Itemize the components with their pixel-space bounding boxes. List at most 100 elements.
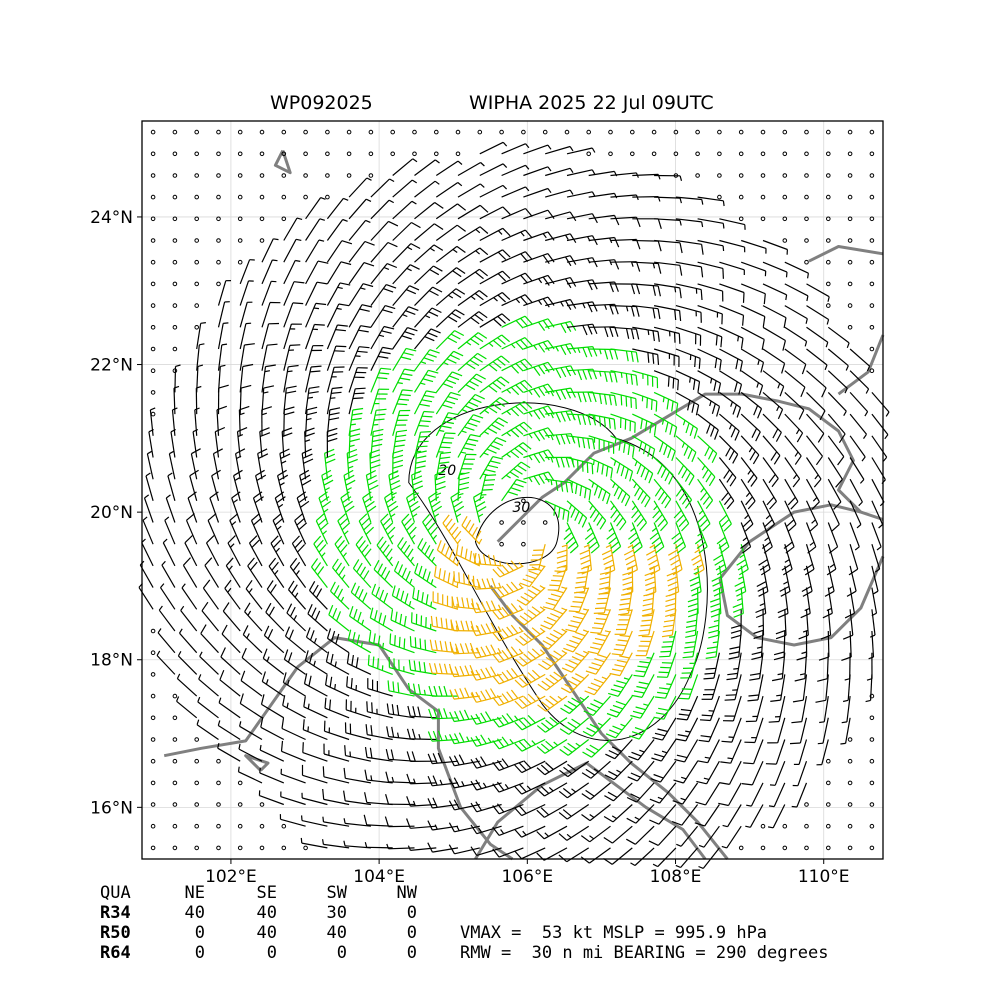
lat-tick-label: 16°N <box>90 798 133 818</box>
calm-circle <box>782 194 788 200</box>
wind-barb <box>406 773 437 785</box>
barb-flag <box>496 630 505 640</box>
wind-barb <box>370 263 398 285</box>
barb-half-flag <box>307 726 309 732</box>
barb-shaft <box>326 219 344 241</box>
barb-shaft <box>849 457 865 480</box>
barb-flag <box>287 652 293 663</box>
barb-flag <box>605 569 615 576</box>
barb-flag <box>279 448 290 454</box>
calm-circle <box>150 346 156 352</box>
barb-shaft <box>612 825 633 844</box>
barb-flag <box>785 546 795 554</box>
calm-circle <box>237 845 243 851</box>
wind-barb <box>492 847 524 858</box>
barb-half-flag <box>625 306 629 312</box>
barb-shaft <box>631 544 638 570</box>
barb-flag <box>443 570 446 581</box>
wind-barb <box>457 332 488 350</box>
barb-shaft <box>762 609 765 636</box>
barb-flag <box>609 326 614 337</box>
barb-half-flag <box>745 492 751 497</box>
wind-barb <box>164 516 176 545</box>
barb-half-flag <box>272 259 278 262</box>
barb-half-flag <box>608 527 614 532</box>
barb-flag <box>358 329 369 333</box>
barb-half-flag <box>791 805 797 808</box>
barb-flag <box>728 450 735 461</box>
wind-barb <box>492 646 524 663</box>
barb-flag <box>473 335 484 343</box>
barb-shaft <box>572 630 590 653</box>
barb-shaft <box>675 261 702 268</box>
barb-flag <box>406 548 414 558</box>
calm-circle <box>869 715 875 721</box>
wind-barb <box>805 478 820 510</box>
wind-barb <box>326 427 338 458</box>
barb-half-flag <box>591 147 596 153</box>
wind-barb <box>871 413 889 440</box>
barb-flag <box>690 586 701 592</box>
barb-shaft <box>325 684 350 697</box>
wind-barb <box>261 406 272 436</box>
barb-half-flag <box>566 833 572 839</box>
wind-barb <box>718 782 742 807</box>
barb-half-flag <box>246 633 250 639</box>
barb-flag <box>614 326 619 337</box>
barb-shaft <box>311 566 328 588</box>
table-cell: 0 <box>406 923 417 943</box>
calm-circle <box>150 780 156 786</box>
wind-barb <box>324 448 336 480</box>
barb-shaft <box>389 643 415 654</box>
calm-circle <box>150 216 156 222</box>
barb-half-flag <box>430 579 434 585</box>
barb-half-flag <box>758 624 764 628</box>
barb-flag <box>775 634 787 640</box>
barb-flag <box>524 272 533 282</box>
barb-half-flag <box>408 600 412 607</box>
barb-half-flag <box>561 544 568 548</box>
barb-shaft <box>435 309 456 328</box>
wind-barb <box>653 391 679 414</box>
coastline <box>496 392 884 543</box>
barb-half-flag <box>647 329 650 336</box>
wind-barb <box>721 717 742 743</box>
barb-flag <box>587 686 598 692</box>
barb-shaft <box>632 413 657 426</box>
barb-half-flag <box>504 784 509 789</box>
lat-tick-label: 22°N <box>90 356 133 376</box>
barb-half-flag <box>539 585 545 589</box>
barb-flag <box>423 394 435 398</box>
barb-half-flag <box>583 608 589 611</box>
wind-barb <box>871 392 890 417</box>
barb-flag <box>619 602 631 606</box>
barb-flag <box>801 364 807 375</box>
wind-barb <box>537 671 568 691</box>
barb-shaft <box>719 348 743 362</box>
barb-half-flag <box>589 505 594 511</box>
barb-flag <box>409 636 412 647</box>
barb-shaft <box>566 301 593 307</box>
wind-barb <box>768 782 786 808</box>
wind-barb <box>817 717 829 745</box>
barb-shaft <box>323 776 350 784</box>
barb-flag <box>599 581 610 585</box>
barb-flag <box>705 500 714 509</box>
calm-circle <box>804 129 809 135</box>
barb-flag <box>593 612 605 614</box>
barb-flag <box>540 743 550 752</box>
barb-shaft <box>501 400 525 415</box>
barb-flag <box>408 659 412 671</box>
barb-flag <box>515 363 524 372</box>
wind-barb <box>241 647 263 675</box>
barb-shaft <box>259 749 285 762</box>
barb-flag <box>498 417 508 424</box>
barb-flag <box>496 587 505 597</box>
barb-flag <box>563 532 573 540</box>
wind-barb <box>514 693 546 710</box>
calm-circle <box>194 259 199 265</box>
calm-circle <box>150 650 156 656</box>
barb-flag <box>405 570 411 581</box>
barb-flag <box>630 306 635 317</box>
barb-flag <box>414 563 419 574</box>
